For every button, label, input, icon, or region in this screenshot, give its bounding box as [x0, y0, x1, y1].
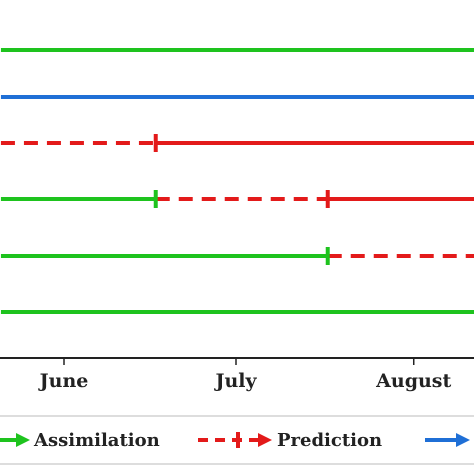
- x-tick-label: June: [38, 370, 89, 392]
- legend-label: Prediction: [277, 430, 382, 451]
- arrow-icon: [16, 433, 30, 447]
- x-tick-label: August: [375, 370, 451, 392]
- legend-item: Assimilation: [0, 430, 160, 451]
- legend-label: Assimilation: [33, 430, 160, 451]
- x-tick-label: July: [213, 370, 257, 392]
- legend-item: Prediction: [198, 430, 382, 451]
- timeline-row: [0, 247, 474, 265]
- x-axis-ticks: June July August: [38, 358, 452, 392]
- timeline-rows: [0, 48, 474, 314]
- timeline-row: [0, 190, 474, 208]
- arrow-icon: [456, 433, 470, 447]
- timeline-row: [0, 134, 474, 152]
- legend: Assimilation Prediction: [0, 415, 474, 465]
- legend-item: [425, 433, 470, 447]
- arrow-icon: [258, 433, 272, 447]
